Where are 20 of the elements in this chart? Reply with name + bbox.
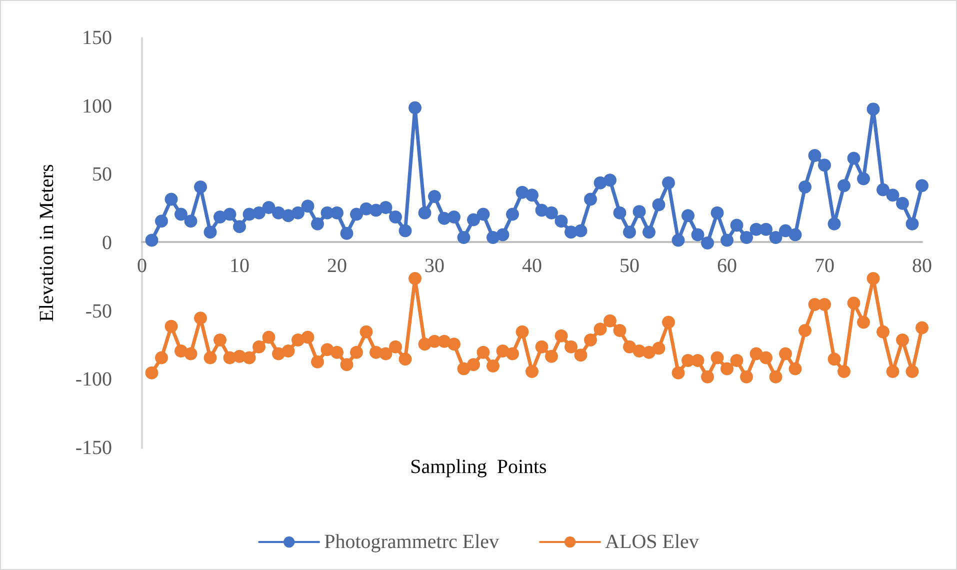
x-tick-label: 60 <box>717 255 737 277</box>
y-tick-label: 0 <box>102 232 112 254</box>
x-axis-title: Sampling Points <box>410 456 548 478</box>
y-tick-label: -50 <box>85 300 112 322</box>
x-tick-label: 10 <box>230 255 250 277</box>
x-tick-label: 80 <box>912 255 932 277</box>
y-axis-title: Elevation in Meters <box>36 164 58 322</box>
x-tick-label: 20 <box>327 255 347 277</box>
x-tick-label: 50 <box>620 255 640 277</box>
y-tick-label: -100 <box>75 368 112 391</box>
y-tick-label: -150 <box>75 437 112 459</box>
y-tick-label: 100 <box>82 95 112 118</box>
x-tick-label: 70 <box>814 255 834 277</box>
y-tick-label: 50 <box>92 164 112 186</box>
x-tick-label: 30 <box>424 255 444 277</box>
x-tick-label: 0 <box>137 255 147 277</box>
y-tick-label: 150 <box>82 27 112 49</box>
x-tick-label: 40 <box>522 255 542 277</box>
legend-label: ALOS Elev <box>605 531 699 553</box>
legend-label: Photogrammetrc Elev <box>324 531 500 553</box>
